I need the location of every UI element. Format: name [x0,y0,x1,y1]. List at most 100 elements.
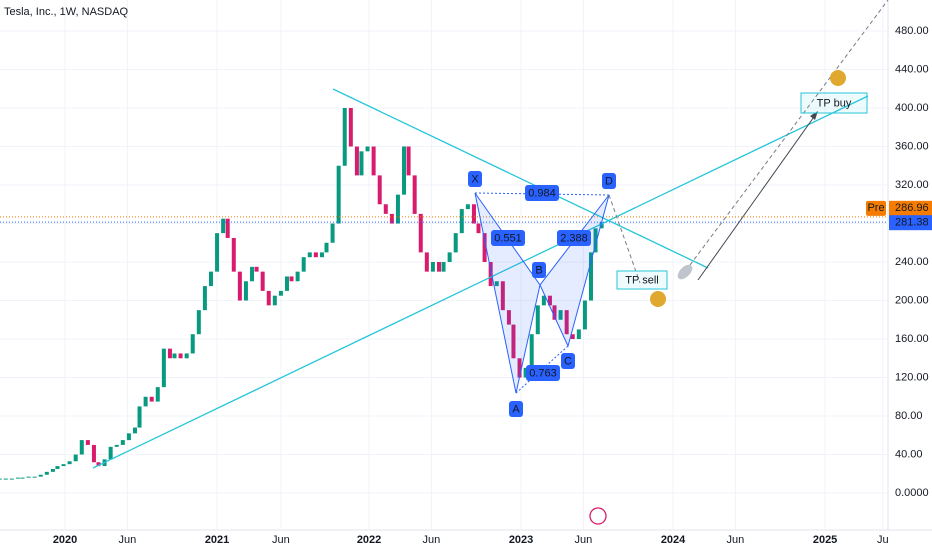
candle [96,462,101,467]
y-tick-label: 240.00 [895,256,929,268]
candle [26,476,31,478]
candle [354,146,359,176]
pattern-point-box [532,262,546,278]
candle [167,348,172,359]
y-tick-label: 360.00 [895,140,929,152]
candle [330,223,335,243]
ratio-label: 0.551 [494,232,522,244]
y-tick-label: 440.00 [895,63,929,75]
candle [79,440,84,455]
target-box [616,270,668,290]
ratio-box [526,365,560,381]
candle [278,290,283,296]
candle [15,477,20,479]
candle [389,213,394,224]
candle [500,281,505,311]
candle [284,276,289,291]
candle [465,204,470,210]
candle [114,444,119,447]
candle [32,476,37,478]
ratio-label: 0.984 [528,187,556,199]
candle [50,468,55,472]
trend-line [332,88,709,269]
candles [0,0,888,530]
candle [178,353,183,359]
candle [9,478,14,480]
ratio-box [557,230,591,246]
candle [342,108,347,166]
candle [576,329,581,340]
candle [202,286,207,311]
pattern-point-box [602,173,616,189]
candle [172,353,177,359]
x-tick-label: 2021 [205,534,229,546]
candle [243,281,248,301]
candle [184,353,189,359]
x-tick-label: Jun [727,534,745,546]
price-tag-value: 281.38 [895,217,929,229]
candle [541,295,546,306]
labels: X A B C D 0.984 0.551 2.388 0.763 TP sell TP buy [468,92,868,417]
candle [108,446,113,460]
trend-line [92,95,869,469]
candle [371,146,376,176]
candle [517,358,522,378]
candle [482,233,487,263]
price-tag-label: Pre [867,202,884,214]
pattern-point-label: X [471,173,479,185]
candle [38,474,43,477]
candle [471,204,476,224]
candle [3,478,8,480]
candle [476,223,481,234]
candle [365,146,370,152]
y-tick-label: 80.00 [895,410,923,422]
x-tick-label: 2020 [53,534,77,546]
pattern-point-label: B [535,264,542,276]
y-tick-label: 400.00 [895,102,929,114]
x-tick-label: 2023 [509,534,533,546]
candle [377,175,382,205]
target-label: TP buy [817,97,852,109]
projection-line [689,0,889,266]
candle [424,252,429,272]
candle [254,266,259,272]
candle [336,165,341,224]
ratio-box [525,185,559,201]
x-tick-label: 2022 [357,534,381,546]
x-tick-label: Jun [119,534,137,546]
candle [412,175,417,214]
candle [221,218,226,234]
candle [155,387,160,402]
price-tag [889,200,932,216]
candle [313,252,318,258]
pattern-point-label: D [605,175,613,187]
candle [307,252,312,258]
money-icon [830,70,846,86]
candle [359,151,364,176]
candle [260,271,265,291]
x-tick-label: Ju [877,534,889,546]
candle [564,310,569,335]
candle [85,440,90,445]
candle [593,228,598,253]
candle [190,334,195,354]
candle [511,324,516,359]
candle [143,396,148,407]
candle [324,242,329,253]
candle [0,478,2,480]
candle [395,194,400,224]
target-box [800,92,868,114]
candle [91,444,96,463]
candle [161,348,166,388]
candle [237,271,242,301]
candle [126,433,131,441]
candle [418,213,423,253]
candle [61,464,66,467]
candle [295,271,300,282]
x-tick-label: 2024 [661,534,686,546]
candle [319,252,324,258]
candle [149,396,154,402]
candle [523,367,528,378]
